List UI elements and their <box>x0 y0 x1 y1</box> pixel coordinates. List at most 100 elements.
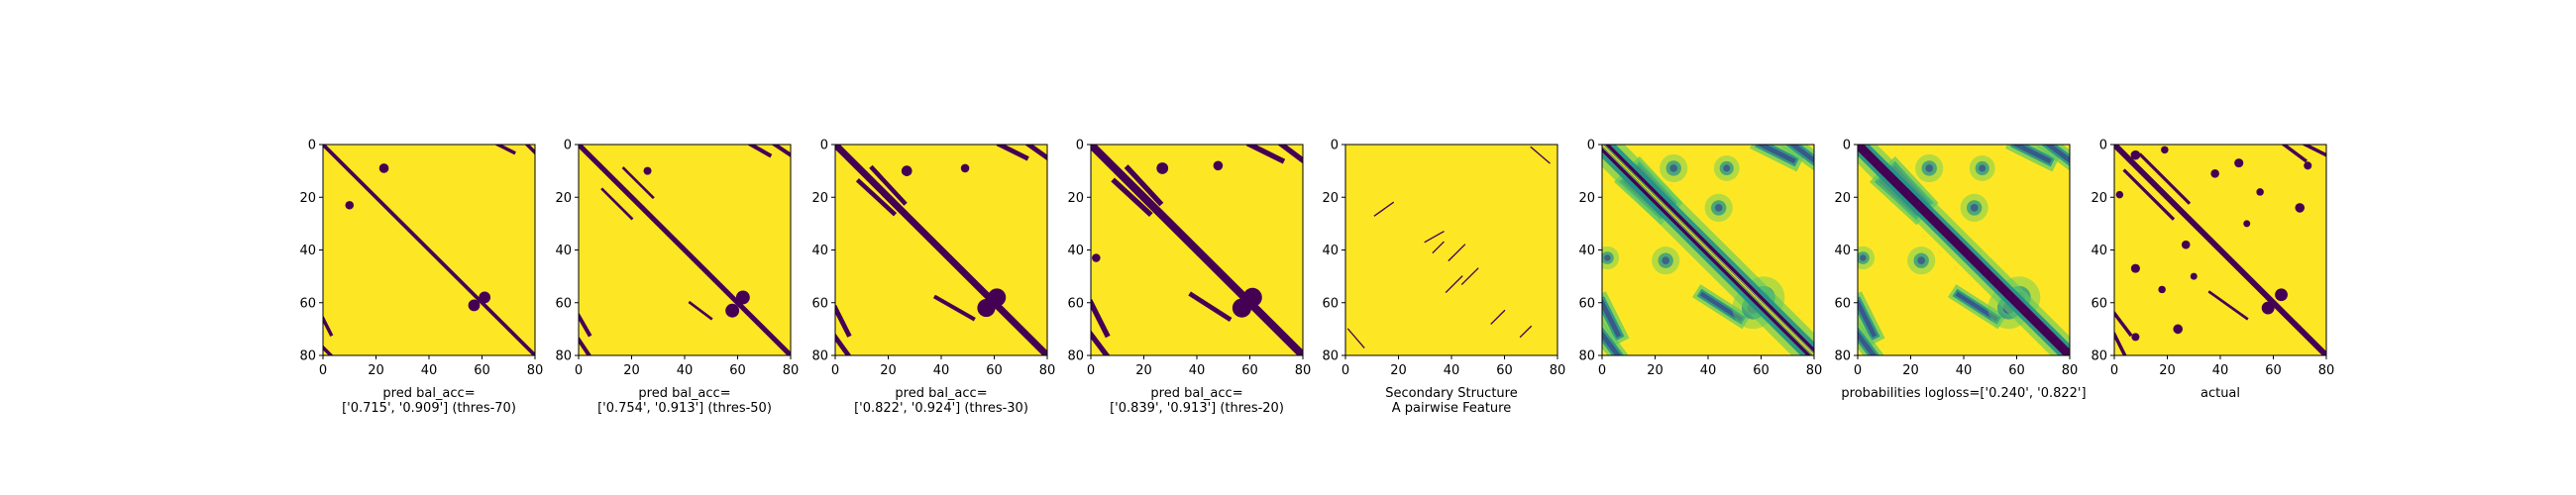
contact-blob <box>725 303 740 318</box>
contact-blob-core <box>1925 164 1934 172</box>
y-tick-label: 80 <box>1322 349 1339 364</box>
contact-segment <box>1111 177 1153 218</box>
contact-segment <box>996 145 1029 161</box>
panel-caption-line: Secondary Structure <box>1385 386 1517 401</box>
contact-segment <box>600 187 634 221</box>
x-tick-label: 40 <box>2212 363 2229 378</box>
diagonal-edge <box>1602 146 1813 355</box>
diagonal <box>835 145 1047 355</box>
contact-blob <box>2115 190 2124 199</box>
y-tick-label: 20 <box>555 191 572 206</box>
contact-blob <box>2131 333 2140 342</box>
contact-segment <box>2138 152 2192 205</box>
heatmap-cells <box>1091 145 1303 355</box>
heatmap-cells <box>1346 146 1551 348</box>
contact-segment <box>688 300 713 321</box>
y-tick-label: 0 <box>308 139 316 153</box>
contact-blob <box>2181 240 2191 249</box>
x-tick-label: 20 <box>880 363 897 378</box>
contact-segment <box>2114 310 2133 338</box>
x-tick-label: 0 <box>1854 363 1862 378</box>
contact-blob <box>378 163 389 173</box>
contact-blob <box>735 290 750 305</box>
x-tick-label: 60 <box>986 363 1003 378</box>
contact-segment <box>323 345 334 355</box>
contact-blob <box>2295 203 2306 213</box>
y-tick-label: 20 <box>2091 191 2107 206</box>
x-tick-label: 0 <box>2110 363 2118 378</box>
x-tick-label: 0 <box>1598 363 1606 378</box>
y-tick-label: 40 <box>555 244 572 258</box>
contact-blob-core <box>1979 164 1986 172</box>
panel-caption-line: pred bal_acc= <box>638 386 730 401</box>
contact-segment <box>1346 328 1365 348</box>
contact-blob-core <box>1723 164 1731 172</box>
y-tick-label: 20 <box>1322 191 1339 206</box>
x-tick-label: 40 <box>1444 363 1460 378</box>
contact-segment <box>1460 267 1479 286</box>
diagonal-center <box>1602 145 1814 355</box>
heatmap-cells <box>1858 145 2070 355</box>
y-tick-label: 60 <box>1578 296 1595 311</box>
y-tick-label: 20 <box>299 191 316 206</box>
contact-blob <box>2256 188 2264 196</box>
panel-caption-line: A pairwise Feature <box>1392 401 1511 416</box>
contact-segment <box>1091 299 1111 339</box>
panel-caption-line: pred bal_acc= <box>1150 386 1242 401</box>
x-tick-label: 60 <box>1496 363 1513 378</box>
contact-segment <box>932 294 976 322</box>
contact-segment <box>2281 145 2308 163</box>
contact-band-core <box>1789 145 1814 163</box>
y-tick-label: 60 <box>2091 296 2107 311</box>
y-tick-label: 40 <box>1578 244 1595 258</box>
x-tick-label: 80 <box>1806 363 1823 378</box>
x-tick-label: 60 <box>474 363 490 378</box>
x-tick-label: 40 <box>677 363 694 378</box>
contact-blob <box>468 299 481 312</box>
x-tick-label: 0 <box>1342 363 1349 378</box>
y-tick-label: 40 <box>1322 244 1339 258</box>
contact-blob <box>1156 162 1169 174</box>
y-tick-label: 80 <box>1834 349 1851 364</box>
contact-blob <box>2243 220 2251 228</box>
contact-blob <box>2210 169 2219 178</box>
contact-blob-core <box>1669 164 1678 172</box>
x-tick-label: 20 <box>1647 363 1664 378</box>
contact-band-core <box>1858 299 1878 338</box>
panel-caption-line: ['0.839', '0.913'] (thres-20) <box>1110 401 1284 416</box>
x-tick-label: 0 <box>1087 363 1095 378</box>
y-tick-label: 0 <box>1587 139 1595 153</box>
contact-blob <box>345 200 355 210</box>
x-tick-label: 20 <box>2159 363 2176 378</box>
contact-segment <box>2303 145 2326 157</box>
contact-blob <box>2261 301 2275 315</box>
y-tick-label: 60 <box>811 296 828 311</box>
contact-band-core <box>2013 145 2052 164</box>
x-tick-label: 20 <box>1135 363 1152 378</box>
heatmap-cells <box>2114 145 2326 355</box>
diagonal <box>2114 145 2326 355</box>
contact-blob <box>901 165 912 176</box>
contact-segment <box>855 178 898 217</box>
y-tick-label: 60 <box>1834 296 1851 311</box>
x-tick-label: 20 <box>623 363 640 378</box>
diagonal-edge <box>1603 145 1814 354</box>
diagonal <box>1858 145 2070 355</box>
contact-segment <box>579 313 592 338</box>
y-tick-label: 40 <box>811 244 828 258</box>
diagonal <box>323 145 535 355</box>
contact-blob <box>2158 285 2166 294</box>
x-tick-label: 80 <box>2062 363 2079 378</box>
contact-blob <box>2161 146 2169 154</box>
y-tick-label: 0 <box>1843 139 1851 153</box>
contact-segment <box>1024 145 1047 161</box>
contact-blob-core <box>1714 204 1723 212</box>
y-tick-label: 80 <box>1578 349 1595 364</box>
contact-blob <box>2130 149 2141 160</box>
heatmap-cells <box>323 145 535 355</box>
y-tick-label: 80 <box>299 349 316 364</box>
